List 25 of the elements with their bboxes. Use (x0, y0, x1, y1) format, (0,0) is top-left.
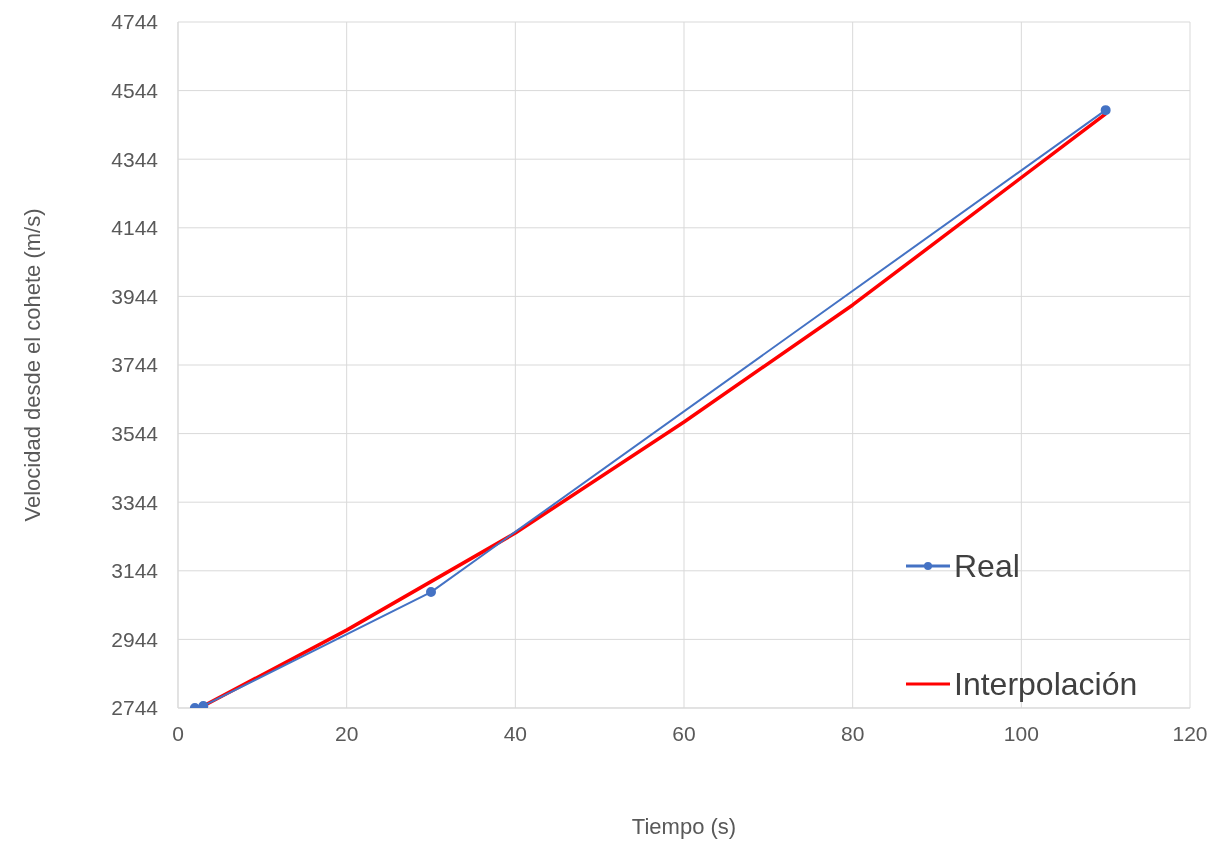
y-tick-label: 2944 (111, 627, 159, 651)
y-tick-label: 4144 (111, 216, 159, 240)
x-tick-label: 20 (334, 721, 359, 745)
point (198, 700, 209, 708)
x-tick-label: 120 (1172, 721, 1208, 745)
y-tick-label: 3544 (111, 422, 159, 446)
point (426, 587, 436, 598)
y-tick-label: 3344 (111, 490, 159, 514)
point (1100, 105, 1111, 116)
y-axis-title: Velocidad desde el cohete (m/s) (19, 208, 45, 522)
x-tick-label: 100 (1003, 721, 1039, 745)
x-tick-label: 0 (172, 721, 184, 745)
y-tick-label: 3944 (111, 284, 159, 308)
x-tick-label: 40 (503, 721, 528, 745)
x-axis-title: Tiempo (s) (631, 814, 737, 839)
y-tick-label: 4344 (111, 147, 159, 171)
y-tick-label: 3144 (111, 559, 159, 583)
y-tick-label: 3744 (111, 353, 159, 377)
x-tick-label: 80 (840, 721, 865, 745)
legend-label: Interpolación (954, 665, 1138, 703)
y-tick-label: 2744 (111, 696, 159, 720)
y-tick-label: 4544 (111, 79, 159, 103)
y-tick-label: 4744 (111, 10, 159, 34)
x-tick-label: 60 (672, 721, 696, 745)
legend-label: Real (954, 547, 1020, 585)
